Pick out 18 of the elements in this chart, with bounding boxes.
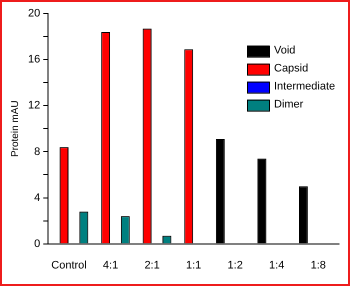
x-tick-label: 2:1 (144, 259, 160, 272)
x-tick-label: 1:1 (186, 259, 202, 272)
y-tick-label: 4 (34, 192, 40, 204)
legend-label: Capsid (274, 62, 308, 75)
y-tick-label: 0 (34, 238, 40, 250)
y-tick-label: 12 (28, 100, 40, 112)
legend-label: Void (274, 44, 296, 57)
x-tick-label: Control (51, 259, 87, 272)
x-tick-label: 1:2 (228, 259, 243, 272)
y-tick-label: 16 (28, 54, 40, 66)
y-tick-label: 8 (34, 146, 40, 158)
x-tick-label: 1:4 (269, 259, 284, 272)
legend-label: Intermediate (274, 80, 336, 93)
y-tick-label: 20 (28, 8, 40, 20)
legend-label: Dimer (274, 98, 304, 111)
x-tick-label: 1:8 (310, 259, 326, 272)
y-axis-title: Protein mAU (10, 100, 21, 158)
x-tick-label: 4:1 (102, 259, 118, 272)
